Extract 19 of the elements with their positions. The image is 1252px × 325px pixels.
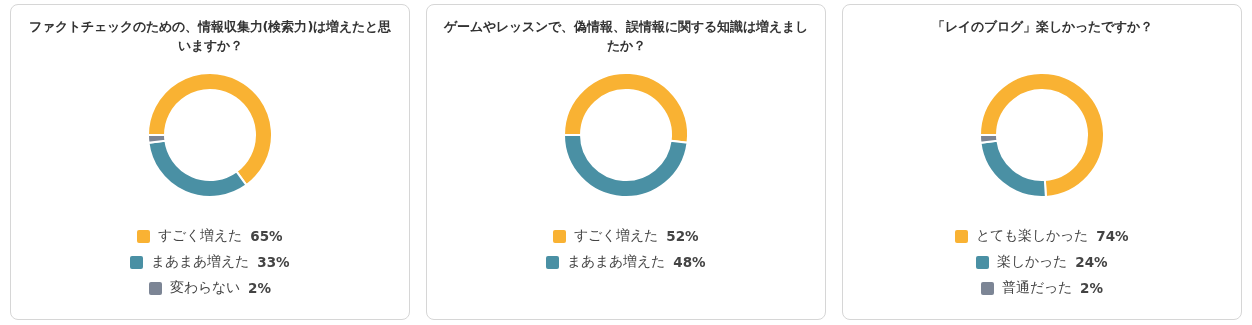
data-label: 2% bbox=[1080, 280, 1103, 296]
data-label: 65% bbox=[250, 228, 283, 244]
data-label: 48% bbox=[673, 254, 706, 270]
legend-label: すごく増えた bbox=[574, 227, 659, 245]
legend-label: まあまあ増えた bbox=[151, 253, 250, 271]
legend-label: 普通だった bbox=[1002, 279, 1073, 297]
data-label: 74% bbox=[1096, 228, 1129, 244]
legend-label: まあまあ増えた bbox=[567, 253, 666, 271]
data-label: 2% bbox=[248, 280, 271, 296]
chart-title: ゲームやレッスンで、偽情報、誤情報に関する知識は増えましたか？ bbox=[443, 18, 809, 55]
legend-label: とても楽しかった bbox=[976, 227, 1089, 245]
legend-label: 楽しかった bbox=[997, 253, 1068, 271]
legend-label: すごく増えた bbox=[158, 227, 243, 245]
chart-title: ファクトチェックのための、情報収集力(検索力)は増えたと思いますか？ bbox=[27, 18, 393, 55]
data-label: 33% bbox=[257, 254, 290, 270]
data-label: 52% bbox=[666, 228, 699, 244]
legend-label: 変わらない bbox=[170, 279, 241, 297]
data-label: 24% bbox=[1075, 254, 1108, 270]
chart-title: 「レイのブログ」楽しかったですか？ bbox=[930, 18, 1154, 36]
